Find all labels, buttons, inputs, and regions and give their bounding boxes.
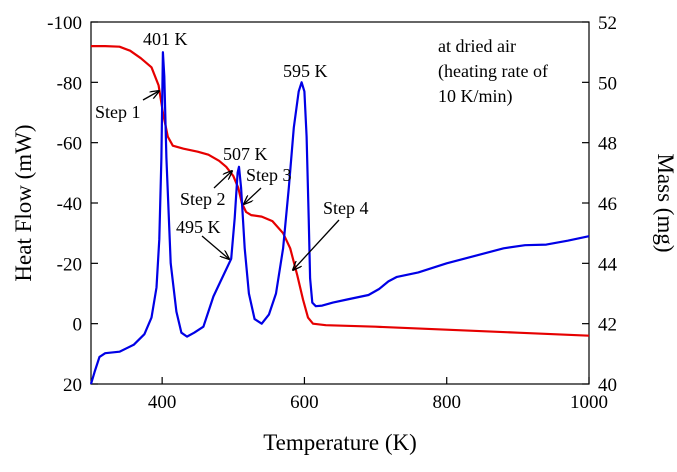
y-right-tick-label: 48: [598, 134, 617, 155]
step-2-label: Step 2: [180, 189, 226, 209]
y-left-axis-label: Heat Flow (mW): [11, 124, 36, 281]
axis-ticks: 400 600 800 1000 20 0 -20 -40 -60 -80 -100 40 42 44 46…: [47, 13, 617, 413]
peak-401k-label: 401 K: [143, 29, 188, 49]
step-1-label: Step 1: [95, 102, 141, 122]
y-right-tick-label: 40: [598, 375, 617, 396]
y-right-tick-label: 44: [598, 254, 618, 275]
y-left-tick-label: -100: [47, 13, 82, 34]
step-4-label: Step 4: [323, 198, 369, 218]
y-left-tick-label: -60: [57, 134, 82, 155]
y-right-tick-label: 52: [598, 13, 617, 34]
y-right-tick-label: 42: [598, 315, 617, 336]
x-tick-label: 800: [432, 392, 461, 413]
y-right-tick-label: 50: [598, 73, 617, 94]
x-axis-label: Temperature (K): [263, 430, 417, 455]
495k-arrow: [201, 235, 229, 259]
x-tick-label: 600: [290, 392, 319, 413]
y-left-tick-label: 20: [63, 375, 82, 396]
x-tick-label: 400: [148, 392, 177, 413]
y-left-tick-label: -40: [57, 194, 82, 215]
step-2-arrow: [213, 171, 232, 189]
heat-flow-series-line: [89, 51, 590, 385]
y-right-axis-label: Mass (mg): [653, 153, 677, 252]
condition-line-2: (heating rate of: [438, 61, 548, 82]
mass-series-line: [91, 44, 590, 337]
y-left-tick-label: 0: [73, 315, 83, 336]
peak-507k-label: 507 K: [223, 144, 268, 164]
shoulder-495k-label: 495 K: [176, 217, 221, 237]
y-right-tick-label: 46: [598, 194, 617, 215]
condition-line-1: at dried air: [438, 36, 516, 56]
step-1-arrow: [142, 91, 159, 101]
x-tick-label: 1000: [570, 392, 608, 413]
y-left-tick-label: -20: [57, 254, 82, 275]
step-4-arrow: [293, 219, 340, 270]
condition-line-3: 10 K/min): [438, 86, 513, 107]
y-left-tick-label: -80: [57, 73, 82, 94]
peak-595k-label: 595 K: [283, 61, 328, 81]
step-3-arrow: [244, 187, 262, 204]
step-3-label: Step 3: [246, 165, 292, 185]
